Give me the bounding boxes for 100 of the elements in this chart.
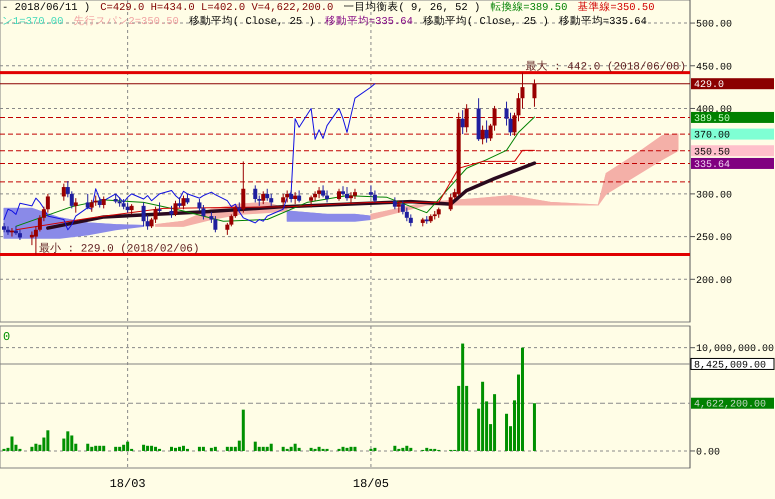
bar: [226, 446, 229, 451]
bar: [90, 446, 94, 451]
bar: [409, 448, 412, 451]
bar: [282, 446, 285, 451]
bar: [170, 446, 174, 451]
bar: [202, 446, 205, 451]
x-tick-label: 18/03: [110, 477, 146, 491]
bar: [532, 403, 536, 451]
y-tick-label: 450.00: [696, 62, 732, 74]
candlestick: [484, 120, 489, 144]
bar: [242, 410, 245, 451]
candlestick: [130, 204, 134, 215]
bar: [345, 448, 348, 451]
bar: [290, 446, 293, 451]
bar: [154, 446, 158, 451]
bar: [262, 446, 265, 451]
candlestick: [285, 190, 290, 203]
bar: [294, 444, 297, 451]
bar: [86, 444, 90, 451]
candlestick: [532, 78, 536, 108]
annotation: 最大 : 442.0 (2018/06/08): [525, 60, 686, 74]
bar: [353, 446, 356, 451]
candlestick: [372, 190, 377, 203]
bar: [10, 436, 14, 451]
bar: [114, 446, 118, 451]
bar: [214, 446, 217, 451]
bar: [425, 448, 428, 451]
bar: [66, 431, 70, 451]
y-tick-label: 10,000,000.00: [696, 344, 774, 356]
text: ン1=370.00 先行スパン2=350.50 移動平均( Close, 25 ) 移動平均=335.64 移動平均( Close, 25 ) 移動平均=335.64: [2, 14, 647, 28]
candlestick: [436, 207, 441, 218]
candlestick: [2, 222, 6, 233]
line-series: [15, 116, 535, 227]
candlestick: [102, 196, 106, 209]
x-tick-label: 18/05: [352, 477, 389, 491]
y-tick-label: 500.00: [696, 20, 732, 31]
bar: [254, 442, 257, 451]
bar: [102, 446, 106, 451]
bar: [46, 430, 50, 451]
candlestick: [337, 188, 342, 202]
bar: [146, 446, 150, 451]
ref-line-label: 350.50: [694, 147, 730, 158]
bar: [118, 446, 122, 451]
candlestick: [114, 193, 118, 204]
bar: [505, 414, 508, 451]
bar: [34, 444, 38, 451]
ref-line-label: 389.50: [694, 114, 730, 125]
bar: [230, 446, 233, 451]
candlestick: [348, 192, 353, 205]
bar: [266, 446, 269, 451]
candlestick: [213, 216, 218, 233]
candlestick: [460, 110, 465, 135]
candlestick: [396, 200, 401, 214]
bar: [349, 446, 352, 451]
y-tick-label: 250.00: [696, 233, 732, 244]
y-tick-label: 300.00: [696, 190, 732, 202]
candlestick: [325, 190, 330, 203]
candlestick: [170, 205, 174, 218]
bar: [373, 448, 376, 451]
bar: [198, 446, 201, 451]
ref-line-label: 8,425,009.00: [694, 360, 766, 372]
bar: [393, 446, 396, 451]
bar: [298, 448, 301, 451]
bar: [150, 446, 154, 451]
annotation: 最小 : 229.0 (2018/02/06): [38, 242, 200, 256]
candlestick: [261, 190, 266, 205]
candlestick: [241, 160, 246, 214]
candlestick: [341, 186, 346, 196]
bar: [142, 444, 146, 451]
bar: [94, 446, 98, 451]
bar: [30, 446, 34, 451]
candlestick: [392, 196, 397, 210]
y-tick-label: 200.00: [696, 276, 732, 287]
y-tick-label: 0.00: [696, 447, 720, 458]
bar: [310, 448, 313, 451]
candlestick: [464, 104, 469, 133]
candlestick: [344, 186, 349, 202]
candlestick: [253, 184, 258, 203]
bar: [405, 446, 408, 451]
bar: [342, 446, 345, 451]
candlestick: [269, 193, 274, 206]
candlestick: [181, 195, 186, 210]
annotation: 0: [3, 330, 10, 344]
candlestick: [480, 125, 485, 145]
bar: [461, 344, 464, 451]
ref-line-label: 370.00: [694, 130, 730, 142]
bar: [401, 448, 404, 451]
chart-title: - 2018/06/11 ) C=429.0 H=434.0 L=402.0 V=4,622,200.0 一目均衡表( 9, 26, 52 ) 転換線=389.50 基準線=350.50: [2, 0, 654, 14]
bar: [481, 382, 484, 451]
candlestick: [173, 200, 178, 217]
bar: [70, 435, 74, 451]
candlestick: [297, 190, 302, 203]
bar: [174, 448, 177, 451]
bar: [122, 444, 126, 451]
candlestick: [185, 193, 190, 205]
bar: [520, 348, 524, 451]
ref-line-label: 4,622,200.00: [694, 400, 766, 411]
bar: [178, 446, 181, 451]
candlestick: [293, 192, 298, 205]
candlestick: [448, 193, 453, 212]
